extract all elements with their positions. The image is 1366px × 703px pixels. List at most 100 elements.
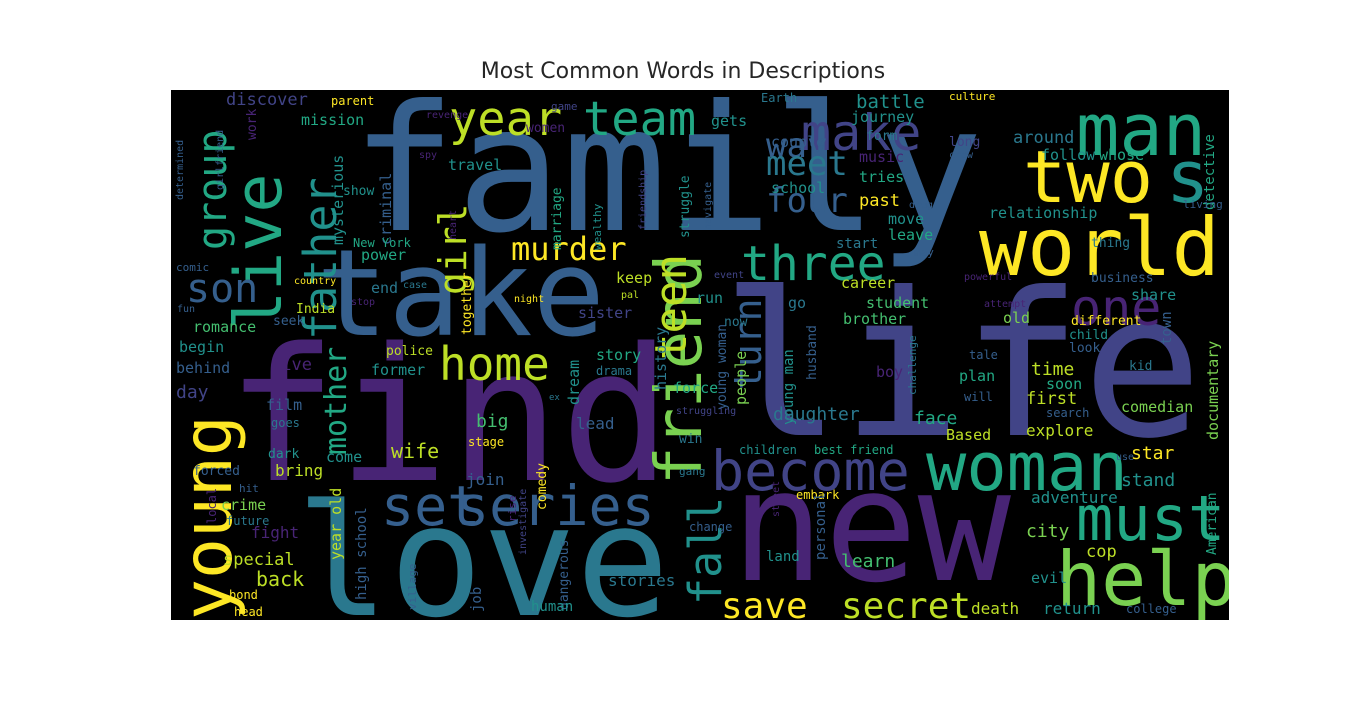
word-use: use [1116, 452, 1134, 463]
word-journey: journey [851, 108, 914, 126]
word-year-old: year old [327, 488, 345, 560]
word-game: game [551, 100, 578, 113]
word-stand: stand [1121, 470, 1175, 491]
word-dream: dream [565, 360, 583, 405]
word-bring: bring [275, 461, 323, 480]
word-father: father [294, 177, 347, 340]
word-follow: follow [1041, 146, 1096, 164]
word-back: back [256, 567, 304, 591]
word-gang: gang [679, 465, 706, 478]
word-form: form [866, 129, 897, 144]
word-three: three [741, 236, 886, 292]
word-battle: battle [856, 91, 925, 113]
word-end: end [371, 279, 398, 297]
word-girl: girl [431, 203, 475, 295]
word-parent: parent [331, 94, 374, 108]
word-documentary: documentary [1204, 341, 1222, 440]
word-determined: determined [175, 140, 186, 200]
word-boy: boy [876, 363, 903, 381]
word-death: death [971, 599, 1019, 618]
word-bond: bond [229, 588, 258, 602]
word-around: around [1013, 128, 1074, 148]
word-past: past [859, 191, 900, 211]
word-seek: seek [273, 314, 304, 329]
word-attempt: attempt [984, 299, 1026, 310]
word-series: series [456, 474, 655, 538]
word-world: world [979, 201, 1220, 294]
word-day: day [176, 382, 209, 403]
word-lead: lead [576, 414, 615, 433]
word-mysterious: mysterious [329, 155, 347, 245]
word-power: power [361, 246, 406, 264]
word-children: children [739, 443, 797, 457]
word-powerful: powerful [964, 272, 1012, 283]
word-wife: wife [391, 439, 439, 463]
word-way: way [766, 126, 827, 166]
word-country: country [294, 276, 336, 287]
word-comic: comic [176, 261, 209, 274]
word-man: man [1076, 90, 1206, 172]
word-keep: keep [616, 269, 652, 287]
word-live: live [222, 173, 297, 330]
word-film: film [266, 396, 302, 414]
word-share: share [1131, 286, 1176, 304]
word-night: night [514, 294, 544, 305]
word-crew: crew [949, 150, 974, 161]
word-living: living [1183, 198, 1223, 211]
word-criminal: criminal [377, 173, 395, 245]
word-adventure: adventure [1031, 488, 1118, 507]
word-young-woman: young woman [715, 324, 730, 410]
word-son: son [186, 266, 258, 312]
word-leave: leave [888, 226, 933, 244]
word-long: long [949, 135, 980, 150]
word-spy: spy [419, 150, 437, 161]
word-music: music [859, 148, 904, 166]
word-investigate: investigate [518, 489, 529, 555]
word-cloud: family life find new love take world man woman tw… [171, 90, 1229, 620]
word-win: win [679, 432, 702, 447]
word-story: story [596, 346, 641, 364]
word-find: find [226, 308, 672, 524]
word-street: street [771, 481, 782, 517]
word-pal: pal [621, 290, 639, 301]
word-force: force [673, 379, 718, 397]
word-join: join [466, 470, 505, 489]
word-return: return [1043, 599, 1101, 618]
word-land: land [766, 549, 800, 565]
word-navigate: navigate [703, 182, 714, 230]
word-career: career [841, 274, 895, 292]
word-face: face [914, 408, 957, 429]
word-special: special [223, 550, 295, 570]
word-murder: murder [511, 230, 627, 268]
word-fall: fall [679, 497, 732, 605]
word-move: move [888, 210, 924, 228]
word-explore: explore [1026, 421, 1093, 440]
word-drama: drama [596, 364, 632, 378]
word-dark: dark [268, 447, 299, 462]
word-comedy: comedy [535, 463, 550, 510]
word-big: big [476, 411, 509, 432]
word-new-york: New York [353, 236, 412, 250]
word-soon: soon [1046, 375, 1082, 393]
word-family: family [351, 90, 983, 272]
word-challenge: challenge [906, 335, 919, 395]
word-meet: meet [766, 144, 848, 184]
word-college: college [1126, 602, 1177, 616]
word-go: go [788, 294, 806, 312]
word-friend: friend [643, 254, 717, 485]
word-student: student [866, 294, 929, 312]
word-earth: Earth [761, 91, 797, 105]
word-drug: drug [909, 200, 933, 211]
word-relationship: relationship [989, 204, 1097, 222]
word-forced: forced [193, 464, 240, 479]
word-cloud-background [171, 90, 1229, 620]
word-home: home [439, 337, 550, 391]
word-woman: woman [926, 428, 1128, 506]
word-travel: travel [448, 156, 502, 174]
word-police: police [386, 344, 433, 359]
word-human: human [531, 599, 573, 615]
word-must: must [1076, 482, 1225, 555]
